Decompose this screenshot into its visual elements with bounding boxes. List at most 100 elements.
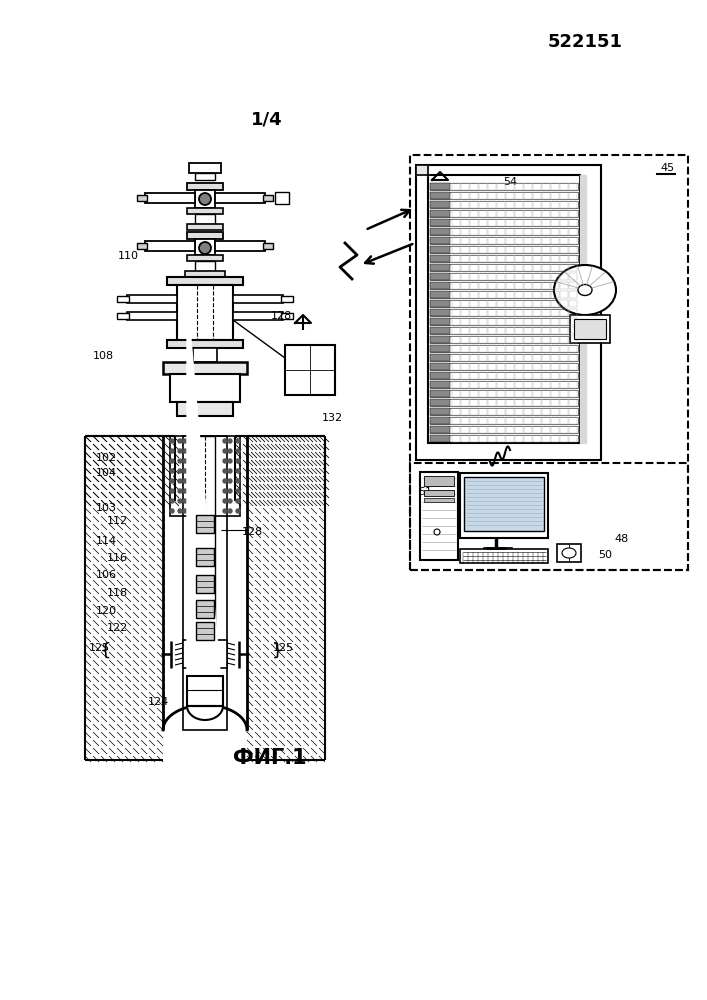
Text: 102: 102: [96, 453, 117, 463]
Bar: [542, 363, 550, 370]
Bar: [145, 241, 195, 251]
Bar: [524, 345, 532, 352]
Circle shape: [183, 439, 187, 443]
Bar: [506, 219, 514, 226]
Bar: [479, 183, 487, 190]
Bar: [430, 192, 450, 199]
Bar: [515, 435, 523, 442]
Circle shape: [228, 469, 232, 473]
Bar: [196, 600, 214, 618]
Bar: [560, 426, 568, 433]
Bar: [430, 399, 450, 406]
Bar: [127, 295, 177, 303]
Circle shape: [223, 509, 227, 513]
Bar: [461, 318, 469, 325]
Bar: [470, 192, 478, 199]
Bar: [430, 408, 450, 415]
Bar: [551, 246, 559, 253]
Text: 45: 45: [660, 163, 674, 173]
Text: {: {: [100, 642, 112, 660]
Bar: [275, 192, 289, 204]
Bar: [195, 214, 215, 224]
Bar: [551, 219, 559, 226]
Bar: [506, 309, 514, 316]
Bar: [551, 354, 559, 361]
Bar: [461, 336, 469, 343]
Bar: [560, 192, 568, 199]
Circle shape: [434, 529, 440, 535]
Bar: [187, 208, 223, 214]
Bar: [488, 318, 496, 325]
Bar: [479, 255, 487, 262]
Ellipse shape: [554, 265, 616, 315]
Bar: [424, 490, 454, 496]
Bar: [488, 210, 496, 217]
Bar: [515, 336, 523, 343]
Bar: [488, 219, 496, 226]
Bar: [524, 300, 532, 307]
Bar: [551, 345, 559, 352]
Bar: [470, 228, 478, 235]
Bar: [569, 336, 577, 343]
Bar: [488, 426, 496, 433]
Bar: [551, 201, 559, 208]
Bar: [497, 291, 505, 298]
Bar: [285, 345, 335, 395]
Bar: [430, 309, 450, 316]
Bar: [479, 435, 487, 442]
Bar: [542, 399, 550, 406]
Bar: [470, 345, 478, 352]
Ellipse shape: [578, 284, 592, 296]
Bar: [506, 390, 514, 397]
Bar: [195, 261, 215, 271]
Bar: [533, 435, 541, 442]
Bar: [515, 345, 523, 352]
Bar: [430, 255, 578, 262]
Bar: [524, 399, 532, 406]
Bar: [515, 327, 523, 334]
Bar: [569, 228, 577, 235]
Bar: [452, 264, 460, 271]
Bar: [281, 313, 293, 319]
Bar: [569, 264, 577, 271]
Bar: [430, 183, 450, 190]
Bar: [410, 155, 688, 570]
Bar: [430, 282, 450, 289]
Circle shape: [178, 459, 182, 463]
Bar: [560, 300, 568, 307]
Bar: [542, 327, 550, 334]
Bar: [560, 282, 568, 289]
Bar: [461, 417, 469, 424]
Bar: [479, 192, 487, 199]
Bar: [479, 417, 487, 424]
Bar: [560, 201, 568, 208]
Bar: [569, 183, 577, 190]
Circle shape: [236, 439, 240, 443]
Bar: [515, 183, 523, 190]
Bar: [488, 345, 496, 352]
Bar: [452, 300, 460, 307]
Bar: [506, 426, 514, 433]
Bar: [430, 345, 450, 352]
Bar: [542, 435, 550, 442]
Bar: [196, 575, 214, 593]
Bar: [515, 390, 523, 397]
Text: 110: 110: [118, 251, 139, 261]
Bar: [488, 246, 496, 253]
Bar: [187, 232, 223, 239]
Bar: [569, 201, 577, 208]
Bar: [533, 219, 541, 226]
Bar: [430, 246, 578, 253]
Bar: [497, 228, 505, 235]
Bar: [506, 345, 514, 352]
Bar: [470, 381, 478, 388]
Bar: [515, 255, 523, 262]
Text: 125: 125: [273, 643, 294, 653]
Bar: [479, 246, 487, 253]
Bar: [533, 408, 541, 415]
Bar: [551, 399, 559, 406]
Text: 120: 120: [96, 606, 117, 616]
Bar: [145, 193, 195, 203]
Bar: [461, 408, 469, 415]
Bar: [488, 183, 496, 190]
